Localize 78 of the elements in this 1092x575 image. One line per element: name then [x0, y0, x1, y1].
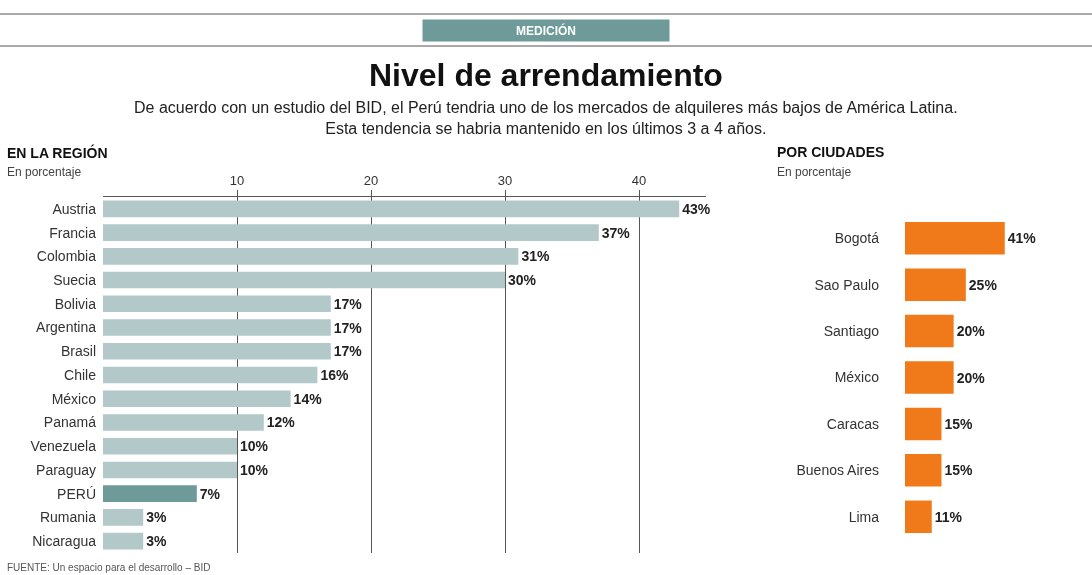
- data-label: 10%: [240, 461, 269, 478]
- bar: [905, 221, 1005, 255]
- y-tick-label: Chile: [64, 366, 97, 383]
- bar: [103, 366, 318, 384]
- bar: [905, 407, 942, 441]
- bar: [905, 500, 932, 534]
- bar: [905, 314, 954, 348]
- text: Nivel de arrendamiento: [369, 57, 723, 93]
- y-tick-label: Austria: [52, 200, 97, 217]
- bar: [103, 390, 291, 408]
- bar: [103, 509, 144, 526]
- data-label: 14%: [293, 390, 323, 407]
- y-tick-label: Panamá: [43, 414, 97, 431]
- data-label: 37%: [601, 224, 631, 241]
- y-tick-label: Nicaragua: [32, 533, 97, 550]
- bar: [103, 437, 237, 455]
- y-tick-label: Francia: [49, 224, 97, 241]
- y-tick-label: México: [51, 390, 97, 407]
- data-label: 11%: [934, 508, 963, 525]
- text: De acuerdo con un estudio del BID, el Perú tendria uno de los mercados de alquileres más bajos de América Latina. Esta tendencia se habria mantenido en los últimos 3 a 4 años.: [134, 99, 958, 137]
- data-label: 20%: [956, 323, 986, 340]
- y-tick-label: Caracas: [826, 415, 879, 432]
- chart-title: POR CIUDADES: [777, 144, 885, 160]
- data-label: 7%: [199, 485, 221, 502]
- source-note: FUENTE: Un espacio para el desarrollo – BID: [7, 562, 211, 573]
- y-tick-label: Lima: [848, 508, 880, 525]
- data-label: 20%: [956, 369, 986, 386]
- chart-subtitle: En porcentaje: [777, 165, 852, 179]
- data-label: 17%: [333, 343, 363, 360]
- data-label: 3%: [146, 533, 167, 550]
- y-tick-label: Colombia: [36, 248, 97, 265]
- data-label: 41%: [1007, 230, 1037, 247]
- data-label: 12%: [266, 414, 296, 431]
- data-label: 30%: [508, 272, 537, 289]
- y-tick-label: Rumania: [39, 509, 97, 526]
- y-tick-label: Suecia: [53, 271, 97, 288]
- x-tick-label: 10: [229, 172, 245, 188]
- bar: [905, 268, 966, 301]
- x-tick-label: 20: [363, 172, 379, 188]
- y-tick-label: Bogotá: [834, 230, 880, 247]
- bar: [103, 295, 331, 313]
- bar: [103, 485, 197, 502]
- data-label: 43%: [682, 200, 711, 217]
- data-label: 15%: [944, 462, 974, 479]
- data-label: 3%: [146, 509, 167, 526]
- y-tick-label: Sao Paulo: [814, 276, 880, 293]
- y-tick-label: México: [834, 369, 880, 386]
- y-tick-label: Argentina: [36, 319, 97, 336]
- chart-subtitle: En porcentaje: [7, 165, 82, 179]
- bar: [103, 248, 519, 265]
- chart-title: EN LA REGIÓN: [7, 144, 108, 161]
- bar: [905, 361, 954, 394]
- bar: [103, 532, 144, 550]
- text: MEDICIÓN: [516, 23, 576, 38]
- bar: [103, 414, 264, 431]
- data-label: 15%: [944, 415, 974, 432]
- data-label: 10%: [240, 438, 269, 455]
- bar: [103, 200, 680, 218]
- x-tick-label: 30: [497, 172, 513, 188]
- data-label: 17%: [333, 295, 363, 312]
- bar: [103, 342, 331, 360]
- y-tick-label: Venezuela: [30, 438, 97, 455]
- y-tick-label: Brasil: [60, 343, 96, 360]
- bar: [905, 454, 942, 487]
- bar: [103, 271, 505, 289]
- bar: [103, 224, 599, 241]
- bar: [103, 319, 331, 336]
- y-tick-label: PERÚ: [57, 485, 96, 502]
- y-tick-label: Bolivia: [54, 295, 97, 312]
- data-label: 16%: [320, 367, 349, 383]
- y-tick-label: Paraguay: [36, 461, 96, 478]
- data-label: 25%: [968, 276, 998, 293]
- x-tick-label: 40: [631, 172, 647, 188]
- data-label: 17%: [333, 319, 363, 336]
- bar: [103, 461, 237, 479]
- y-tick-label: Santiago: [823, 322, 880, 339]
- y-tick-label: Buenos Aires: [796, 462, 879, 479]
- data-label: 31%: [521, 248, 550, 265]
